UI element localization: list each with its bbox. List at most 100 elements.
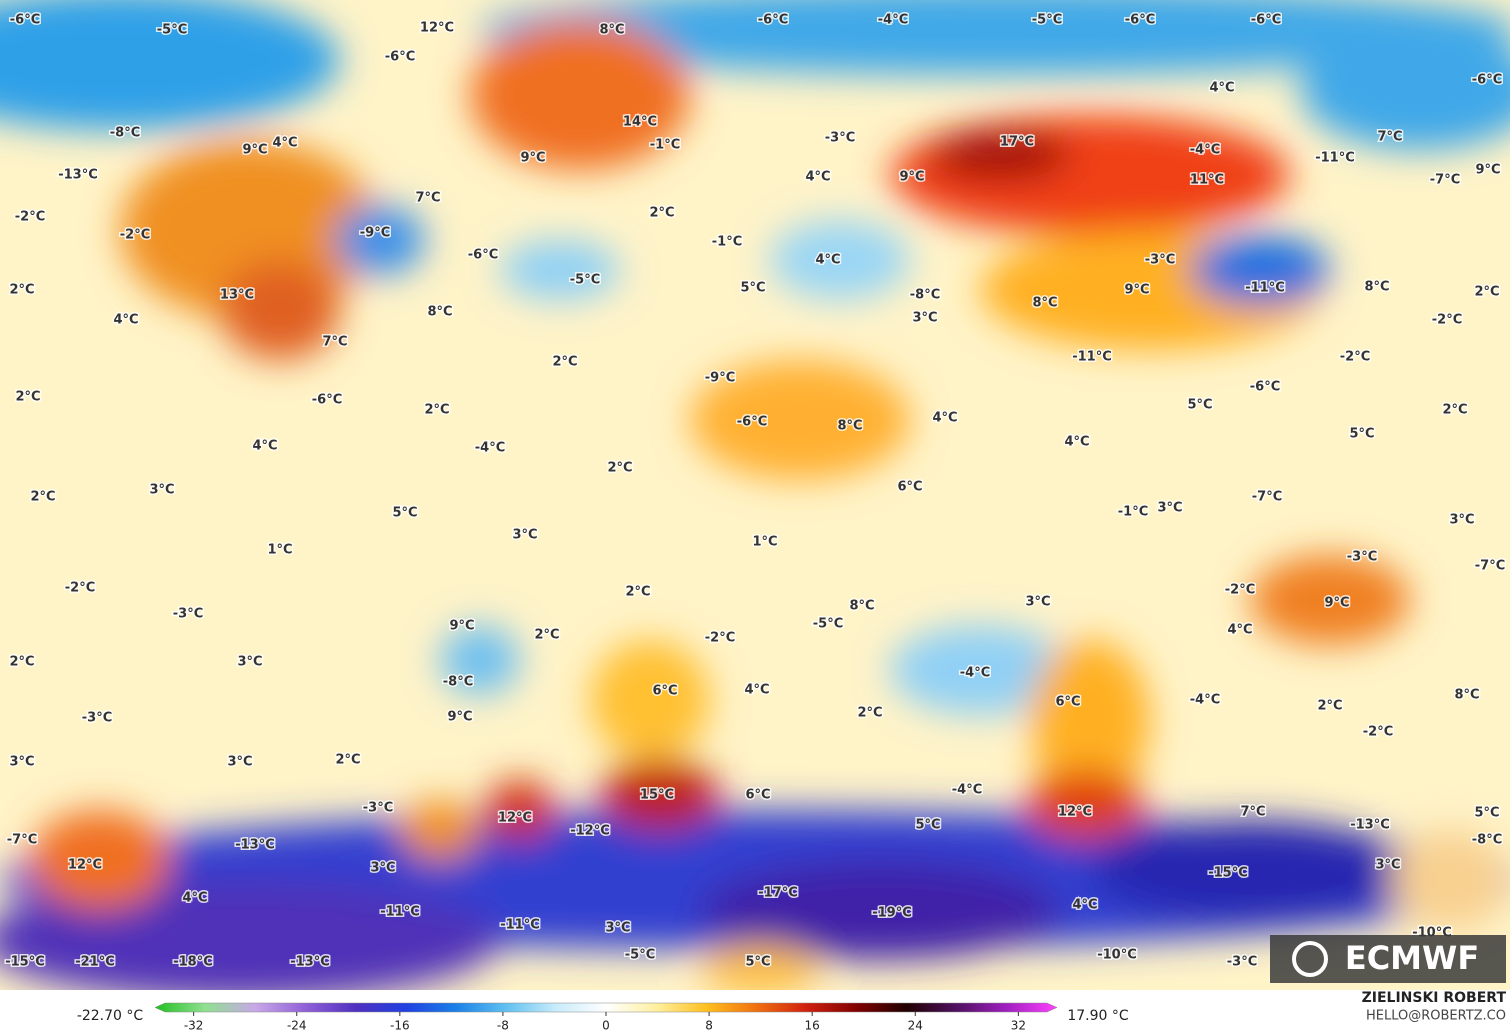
author: ZIELINSKI ROBERT	[1362, 990, 1507, 1006]
temperature-label: -2°C	[1432, 313, 1462, 328]
temperature-label: 12°C	[420, 21, 454, 36]
temperature-label: -9°C	[360, 226, 390, 241]
temperature-label: -6°C	[758, 13, 788, 28]
temperature-label: 3°C	[227, 755, 252, 770]
temperature-label: 13°C	[220, 288, 254, 303]
temperature-label: -1°C	[712, 235, 742, 250]
temperature-label: 3°C	[237, 655, 262, 670]
max-label: 17.90 °C	[1067, 1008, 1129, 1024]
temperature-label: 1°C	[752, 535, 777, 550]
temperature-label: -3°C	[825, 131, 855, 146]
temperature-label: -13°C	[1350, 818, 1390, 833]
temperature-label: 4°C	[805, 170, 830, 185]
temperature-label: 4°C	[1072, 898, 1097, 913]
temperature-label: 6°C	[1055, 695, 1080, 710]
temperature-label: 2°C	[424, 403, 449, 418]
temperature-label: 4°C	[1209, 81, 1234, 96]
temperature-label: 9°C	[449, 619, 474, 634]
temperature-labels: -6°C -5°C 12°C -6°C 8°C -6°C -4°C -5°C -6°C -6°C -…	[4, 11, 1507, 971]
temperature-label: 4°C	[1064, 435, 1089, 450]
temperature-label: 7°C	[1377, 130, 1402, 145]
temperature-label: -4°C	[960, 666, 990, 681]
temperature-label: -10°C	[1097, 948, 1137, 963]
temperature-label: -11°C	[1245, 281, 1285, 296]
temperature-label: 4°C	[272, 136, 297, 151]
colorbar-tick-label: -8	[497, 1019, 509, 1033]
temperature-label: 8°C	[1364, 280, 1389, 295]
colorbar-tick-label: -32	[184, 1019, 204, 1033]
temperature-label: 4°C	[815, 253, 840, 268]
temperature-label: 8°C	[427, 305, 452, 320]
temperature-label: 2°C	[552, 355, 577, 370]
temperature-label: -6°C	[1250, 380, 1280, 395]
temperature-label: 14°C	[623, 115, 657, 130]
temperature-label: -4°C	[475, 441, 505, 456]
temperature-label: 2°C	[9, 283, 34, 298]
temperature-label: -2°C	[1363, 725, 1393, 740]
temperature-label: -17°C	[758, 886, 798, 901]
temperature-label: -2°C	[1225, 583, 1255, 598]
temperature-label: -19°C	[872, 906, 912, 921]
temperature-label: -18°C	[173, 955, 213, 970]
temperature-label: -1°C	[1118, 505, 1148, 520]
temperature-label: 3°C	[1157, 501, 1182, 516]
temperature-label: -6°C	[1251, 13, 1281, 28]
min-label: -22.70 °C	[77, 1008, 144, 1024]
temperature-label: -11°C	[1315, 151, 1355, 166]
temperature-label: -5°C	[1032, 13, 1062, 28]
temperature-label: 12°C	[498, 811, 532, 826]
temperature-label: -13°C	[235, 838, 275, 853]
temperature-label: 2°C	[534, 628, 559, 643]
colorbar-tick-label: 24	[908, 1019, 923, 1033]
temperature-label: 6°C	[745, 788, 770, 803]
temperature-label: 2°C	[1474, 285, 1499, 300]
logo-box: ECMWF	[1270, 935, 1506, 983]
temperature-label: -13°C	[58, 168, 98, 183]
temperature-label: -11°C	[500, 918, 540, 933]
contact: HELLO@ROBERTZ.CO	[1366, 1009, 1506, 1024]
colorbar-tick-label: 32	[1011, 1019, 1026, 1033]
temperature-label: -5°C	[570, 273, 600, 288]
temperature-label: -9°C	[705, 371, 735, 386]
temperature-label: -4°C	[878, 13, 908, 28]
temperature-label: 12°C	[68, 858, 102, 873]
temperature-label: 9°C	[1324, 596, 1349, 611]
temperature-field	[0, 0, 1510, 990]
temperature-label: 2°C	[607, 461, 632, 476]
temperature-label: 8°C	[1454, 688, 1479, 703]
temperature-label: -12°C	[570, 824, 610, 839]
temperature-label: 7°C	[415, 191, 440, 206]
temperature-label: 15°C	[640, 788, 674, 803]
temperature-label: -11°C	[380, 905, 420, 920]
temperature-label: 2°C	[30, 490, 55, 505]
temperature-label: 8°C	[1032, 296, 1057, 311]
temperature-label: 6°C	[652, 684, 677, 699]
temperature-label: 8°C	[849, 599, 874, 614]
temperature-label: 4°C	[932, 411, 957, 426]
temperature-label: -15°C	[5, 955, 45, 970]
temperature-label: -2°C	[15, 210, 45, 225]
temperature-label: 3°C	[370, 861, 395, 876]
temperature-label: 2°C	[625, 585, 650, 600]
temperature-label: -7°C	[1430, 173, 1460, 188]
temperature-label: -4°C	[1190, 693, 1220, 708]
temperature-label: 9°C	[242, 143, 267, 158]
colorbar-tick-label: 16	[805, 1019, 820, 1033]
temperature-label: -3°C	[363, 801, 393, 816]
temperature-label: -2°C	[65, 581, 95, 596]
temperature-label: 9°C	[520, 151, 545, 166]
temperature-label: -2°C	[1340, 350, 1370, 365]
temperature-label: -5°C	[813, 617, 843, 632]
temperature-label: 3°C	[9, 755, 34, 770]
temperature-label: -2°C	[705, 631, 735, 646]
colorbar-tick-label: 8	[705, 1019, 713, 1033]
temperature-label: 2°C	[649, 206, 674, 221]
temperature-label: 4°C	[744, 683, 769, 698]
temperature-label: -4°C	[1190, 143, 1220, 158]
temperature-label: 5°C	[740, 281, 765, 296]
temperature-label: 3°C	[149, 483, 174, 498]
temperature-label: -3°C	[82, 711, 112, 726]
temperature-label: -4°C	[952, 783, 982, 798]
temperature-label: 3°C	[1449, 513, 1474, 528]
